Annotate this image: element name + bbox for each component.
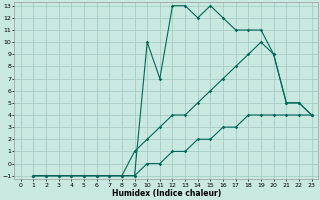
X-axis label: Humidex (Indice chaleur): Humidex (Indice chaleur) xyxy=(112,189,221,198)
